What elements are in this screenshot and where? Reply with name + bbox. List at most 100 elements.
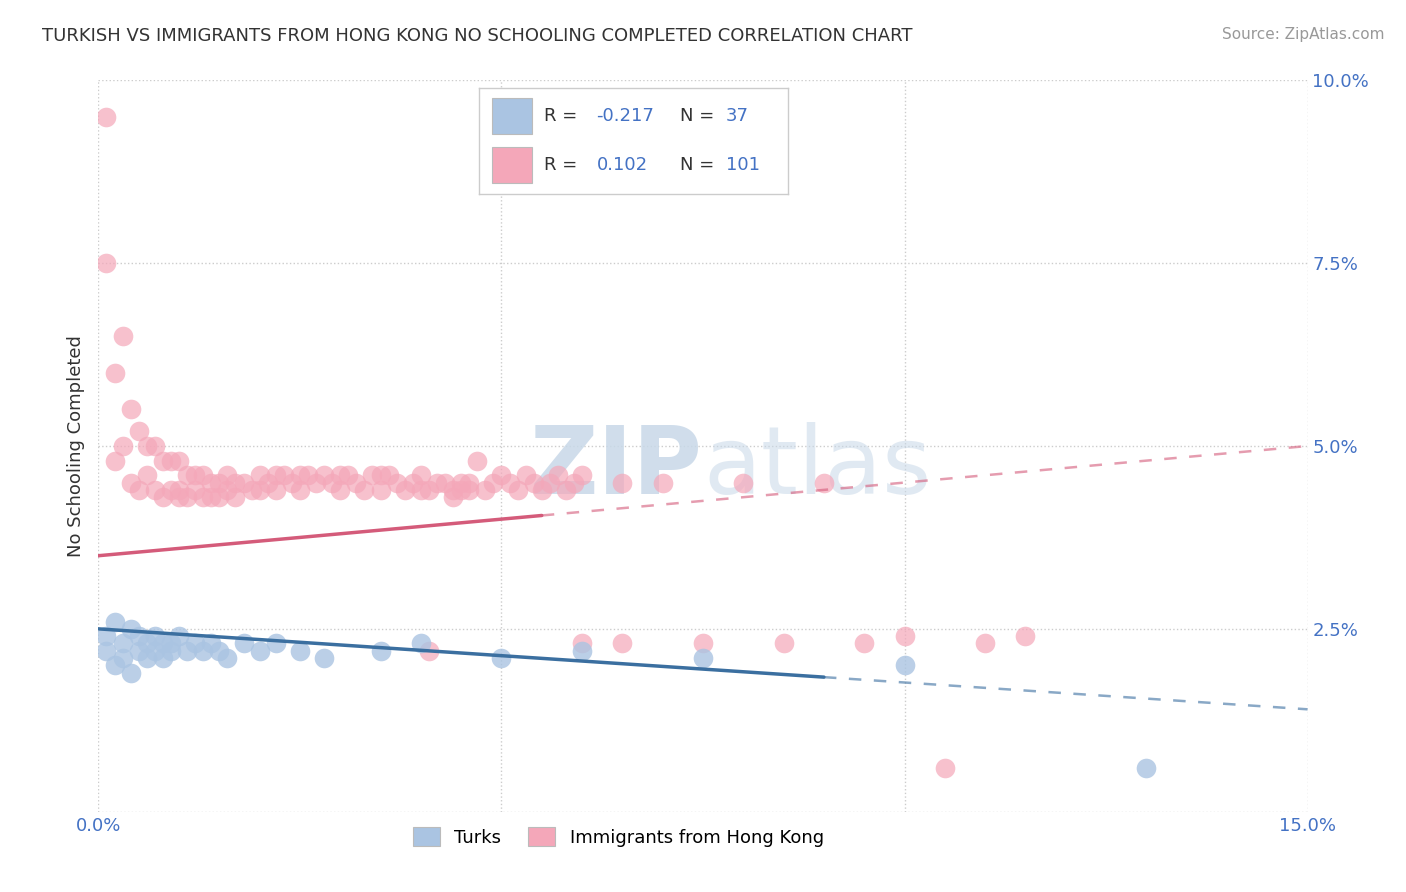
Point — [103, 615, 125, 629]
Point — [193, 468, 215, 483]
Point — [353, 483, 375, 497]
Point — [208, 490, 231, 504]
Point — [128, 483, 150, 497]
Point — [176, 468, 198, 483]
Point — [176, 644, 198, 658]
Point — [450, 483, 472, 497]
Point — [441, 490, 464, 504]
Point — [321, 475, 343, 490]
Point — [103, 658, 125, 673]
Point — [128, 425, 150, 439]
Point — [167, 490, 190, 504]
Point — [184, 468, 207, 483]
Point — [160, 483, 183, 497]
Point — [409, 468, 432, 483]
Point — [538, 475, 561, 490]
Point — [297, 468, 319, 483]
Point — [491, 651, 513, 665]
Point — [208, 475, 231, 490]
Point — [523, 475, 546, 490]
Point — [217, 468, 239, 483]
Point — [530, 483, 553, 497]
Point — [612, 475, 634, 490]
Point — [458, 483, 481, 497]
Point — [562, 475, 585, 490]
Point — [314, 651, 336, 665]
Point — [128, 629, 150, 643]
Point — [426, 475, 449, 490]
Point — [240, 483, 263, 497]
Point — [612, 636, 634, 650]
Point — [120, 402, 142, 417]
Point — [377, 468, 399, 483]
Point — [288, 644, 311, 658]
Point — [571, 644, 593, 658]
Point — [273, 468, 295, 483]
Point — [482, 475, 505, 490]
Point — [547, 468, 569, 483]
Point — [409, 636, 432, 650]
Point — [111, 636, 134, 650]
Point — [135, 468, 157, 483]
Point — [103, 366, 125, 380]
Point — [143, 439, 166, 453]
Point — [135, 439, 157, 453]
Point — [249, 468, 271, 483]
Point — [772, 636, 794, 650]
Point — [193, 644, 215, 658]
Point — [465, 453, 488, 467]
Point — [441, 483, 464, 497]
Point — [96, 629, 118, 643]
Point — [370, 468, 392, 483]
Point — [167, 453, 190, 467]
Point — [143, 644, 166, 658]
Point — [135, 636, 157, 650]
Point — [491, 468, 513, 483]
Point — [135, 651, 157, 665]
Point — [200, 490, 222, 504]
Point — [152, 651, 174, 665]
Point — [224, 475, 246, 490]
Text: atlas: atlas — [703, 422, 931, 514]
Point — [152, 636, 174, 650]
Point — [1014, 629, 1036, 643]
Point — [193, 490, 215, 504]
Point — [249, 644, 271, 658]
Point — [571, 468, 593, 483]
Point — [402, 475, 425, 490]
Y-axis label: No Schooling Completed: No Schooling Completed — [66, 335, 84, 557]
Point — [555, 483, 578, 497]
Point — [264, 468, 287, 483]
Point — [893, 629, 915, 643]
Point — [409, 483, 432, 497]
Point — [385, 475, 408, 490]
Point — [128, 644, 150, 658]
Point — [498, 475, 520, 490]
Point — [361, 468, 384, 483]
Point — [184, 636, 207, 650]
Point — [571, 636, 593, 650]
Point — [167, 629, 190, 643]
Point — [217, 651, 239, 665]
Point — [232, 475, 254, 490]
Point — [418, 644, 440, 658]
Point — [329, 468, 352, 483]
Point — [217, 483, 239, 497]
Point — [96, 256, 118, 270]
Point — [111, 439, 134, 453]
Point — [256, 475, 278, 490]
Point — [893, 658, 915, 673]
Point — [974, 636, 997, 650]
Point — [264, 636, 287, 650]
Point — [418, 483, 440, 497]
Point — [394, 483, 416, 497]
Point — [450, 475, 472, 490]
Point — [184, 483, 207, 497]
Point — [120, 475, 142, 490]
Point — [651, 475, 673, 490]
Point — [515, 468, 537, 483]
Point — [281, 475, 304, 490]
Point — [288, 483, 311, 497]
Text: Source: ZipAtlas.com: Source: ZipAtlas.com — [1222, 27, 1385, 42]
Point — [96, 110, 118, 124]
